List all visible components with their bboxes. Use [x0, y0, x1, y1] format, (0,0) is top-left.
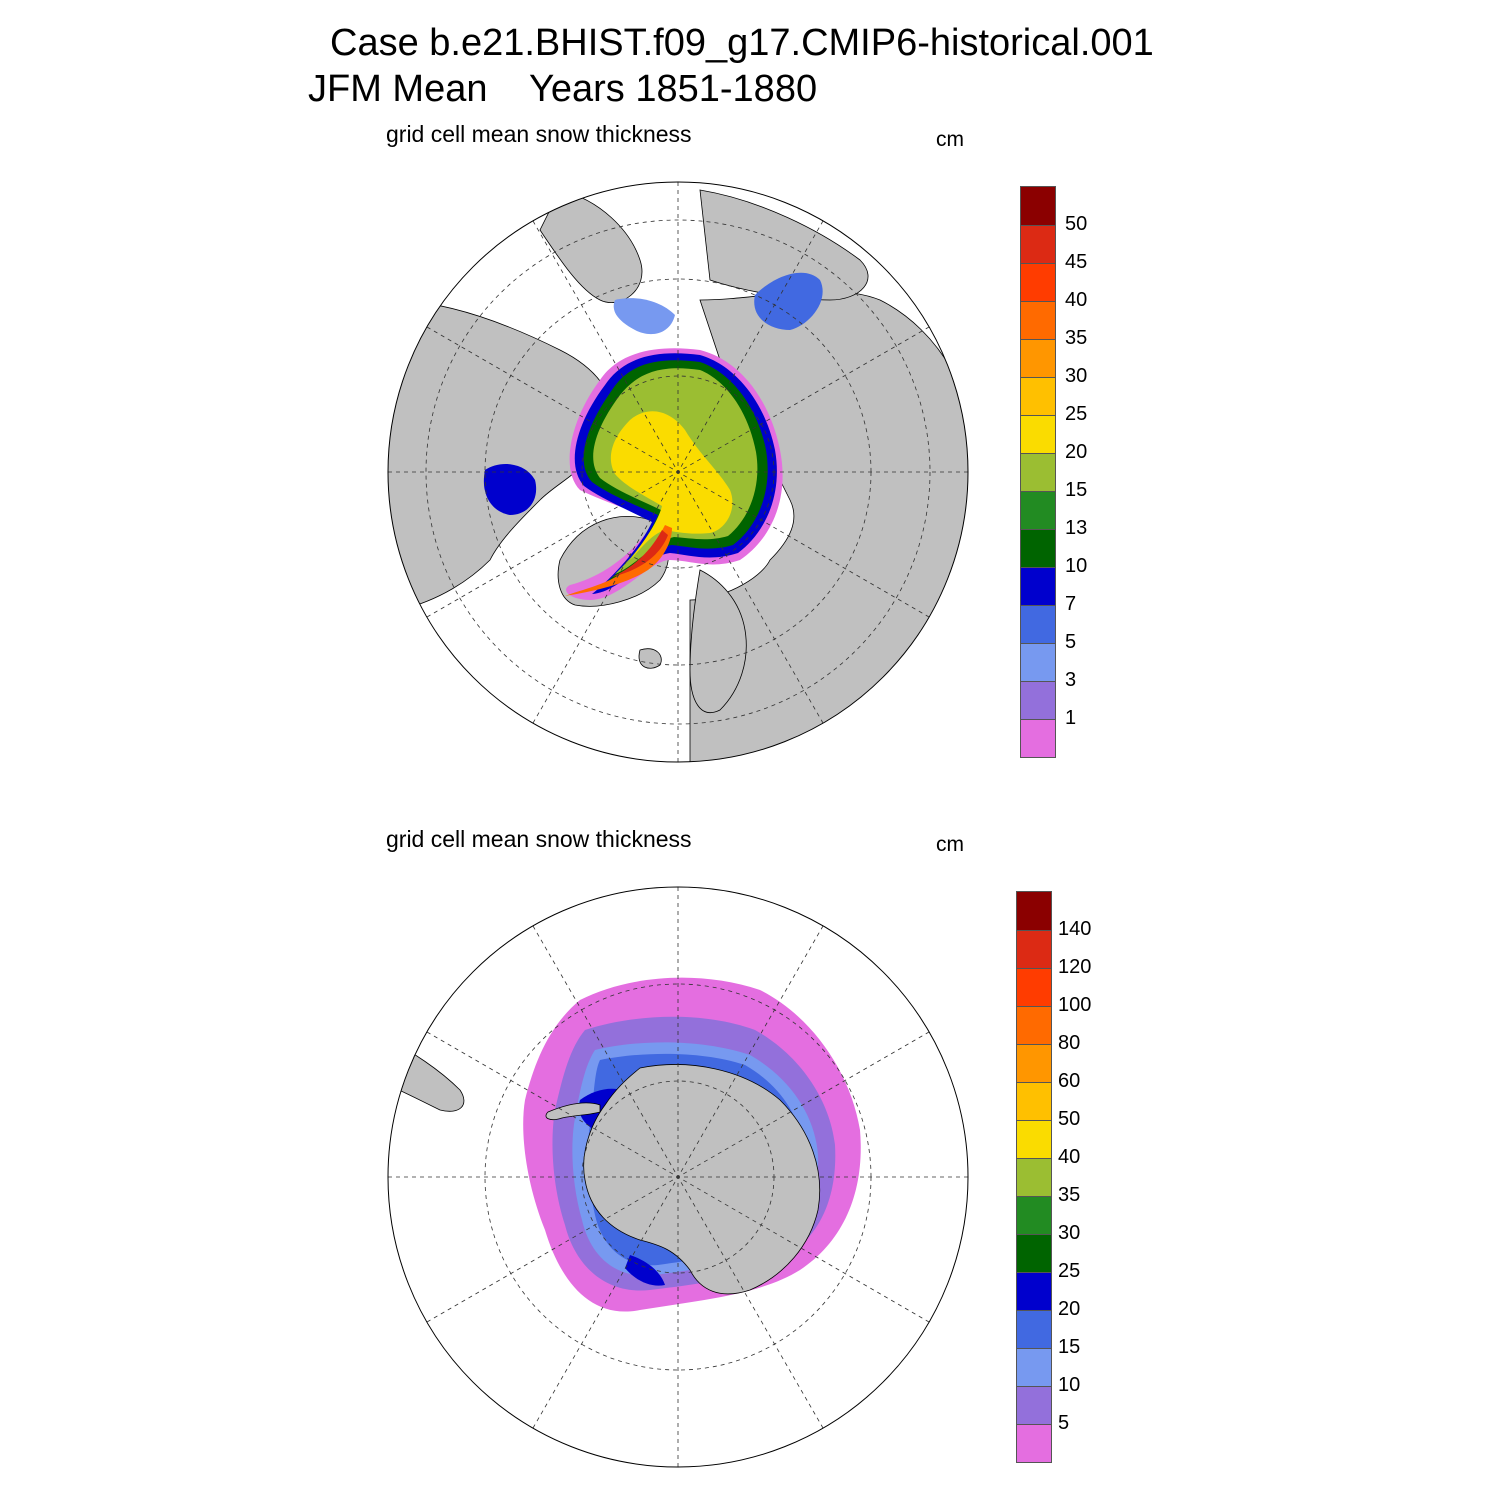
colorbar-swatch — [1021, 377, 1055, 415]
north-panel-label: grid cell mean snow thickness — [386, 121, 692, 147]
colorbar-tick-label: 25 — [1058, 1260, 1081, 1282]
figure-title-case: Case b.e21.BHIST.f09_g17.CMIP6-historica… — [330, 22, 1154, 64]
colorbar-tick-label: 5 — [1058, 1412, 1070, 1434]
colorbar-swatch — [1017, 930, 1051, 968]
north-units-label: cm — [936, 128, 964, 151]
colorbar-tick-label: 40 — [1058, 1146, 1081, 1168]
colorbar-tick-label: 25 — [1065, 403, 1088, 425]
colorbar-swatch — [1021, 339, 1055, 377]
colorbar-swatch — [1021, 453, 1055, 491]
colorbar-swatch — [1017, 1158, 1051, 1196]
colorbar-swatch — [1017, 1120, 1051, 1158]
colorbar-swatch — [1021, 567, 1055, 605]
colorbar-swatch — [1021, 681, 1055, 719]
north-ice-okhotsk — [754, 272, 823, 330]
south-units-label: cm — [936, 833, 964, 856]
colorbar-swatch — [1017, 1044, 1051, 1082]
north-polar-map — [387, 181, 969, 763]
colorbar-tick-label: 15 — [1065, 479, 1088, 501]
north-land-chukotka — [699, 189, 869, 301]
colorbar-tick-label: 140 — [1058, 918, 1092, 940]
colorbar-tick-label: 50 — [1065, 213, 1088, 235]
colorbar-tick-label: 3 — [1065, 669, 1077, 691]
north-ice-yellow — [610, 411, 733, 560]
colorbar-swatch — [1021, 225, 1055, 263]
colorbar-swatch — [1021, 301, 1055, 339]
south-panel-label: grid cell mean snow thickness — [386, 826, 692, 852]
colorbar-tick-label: 10 — [1065, 555, 1088, 577]
north-land-alaska — [539, 189, 643, 303]
north-ice-hudson — [483, 464, 537, 515]
colorbar-swatch — [1021, 415, 1055, 453]
colorbar-swatch — [1021, 491, 1055, 529]
colorbar-swatch — [1017, 1424, 1051, 1462]
colorbar-swatch — [1017, 968, 1051, 1006]
south-land-antarctica — [583, 1064, 821, 1295]
colorbar-swatch — [1017, 1272, 1051, 1310]
colorbar-tick-label: 60 — [1058, 1070, 1081, 1092]
colorbar-swatch — [1021, 719, 1055, 757]
colorbar-swatch — [1021, 263, 1055, 301]
north-colorbar — [1020, 186, 1056, 758]
colorbar-tick-label: 10 — [1058, 1374, 1081, 1396]
colorbar-tick-label: 20 — [1065, 441, 1088, 463]
north-ice-red-band — [612, 530, 668, 577]
colorbar-tick-label: 30 — [1058, 1222, 1081, 1244]
colorbar-tick-label: 15 — [1058, 1336, 1081, 1358]
colorbar-tick-label: 7 — [1065, 593, 1077, 615]
colorbar-swatch — [1021, 187, 1055, 225]
colorbar-swatch — [1017, 1310, 1051, 1348]
colorbar-swatch — [1021, 605, 1055, 643]
south-land-peninsula — [545, 1102, 601, 1120]
colorbar-swatch — [1021, 529, 1055, 567]
colorbar-swatch — [1017, 1386, 1051, 1424]
colorbar-tick-label: 35 — [1058, 1184, 1081, 1206]
north-land-iceland — [638, 648, 662, 669]
colorbar-tick-label: 45 — [1065, 251, 1088, 273]
colorbar-tick-label: 40 — [1065, 289, 1088, 311]
north-land-scandinavia — [689, 569, 747, 713]
colorbar-tick-label: 100 — [1058, 994, 1092, 1016]
north-ice-bering — [613, 298, 675, 335]
south-colorbar — [1016, 891, 1052, 1463]
figure-title-period: JFM Mean Years 1851-1880 — [308, 68, 818, 110]
south-polar-map — [387, 886, 969, 1468]
colorbar-swatch — [1017, 1082, 1051, 1120]
colorbar-tick-label: 20 — [1058, 1298, 1081, 1320]
colorbar-tick-label: 120 — [1058, 956, 1092, 978]
colorbar-tick-label: 80 — [1058, 1032, 1081, 1054]
colorbar-tick-label: 5 — [1065, 631, 1077, 653]
colorbar-swatch — [1017, 892, 1051, 930]
colorbar-tick-label: 13 — [1065, 517, 1088, 539]
colorbar-tick-label: 1 — [1065, 707, 1077, 729]
colorbar-tick-label: 35 — [1065, 327, 1088, 349]
colorbar-swatch — [1017, 1006, 1051, 1044]
colorbar-swatch — [1017, 1196, 1051, 1234]
colorbar-tick-label: 30 — [1065, 365, 1088, 387]
colorbar-tick-label: 50 — [1058, 1108, 1081, 1130]
colorbar-swatch — [1021, 643, 1055, 681]
colorbar-swatch — [1017, 1348, 1051, 1386]
colorbar-swatch — [1017, 1234, 1051, 1272]
